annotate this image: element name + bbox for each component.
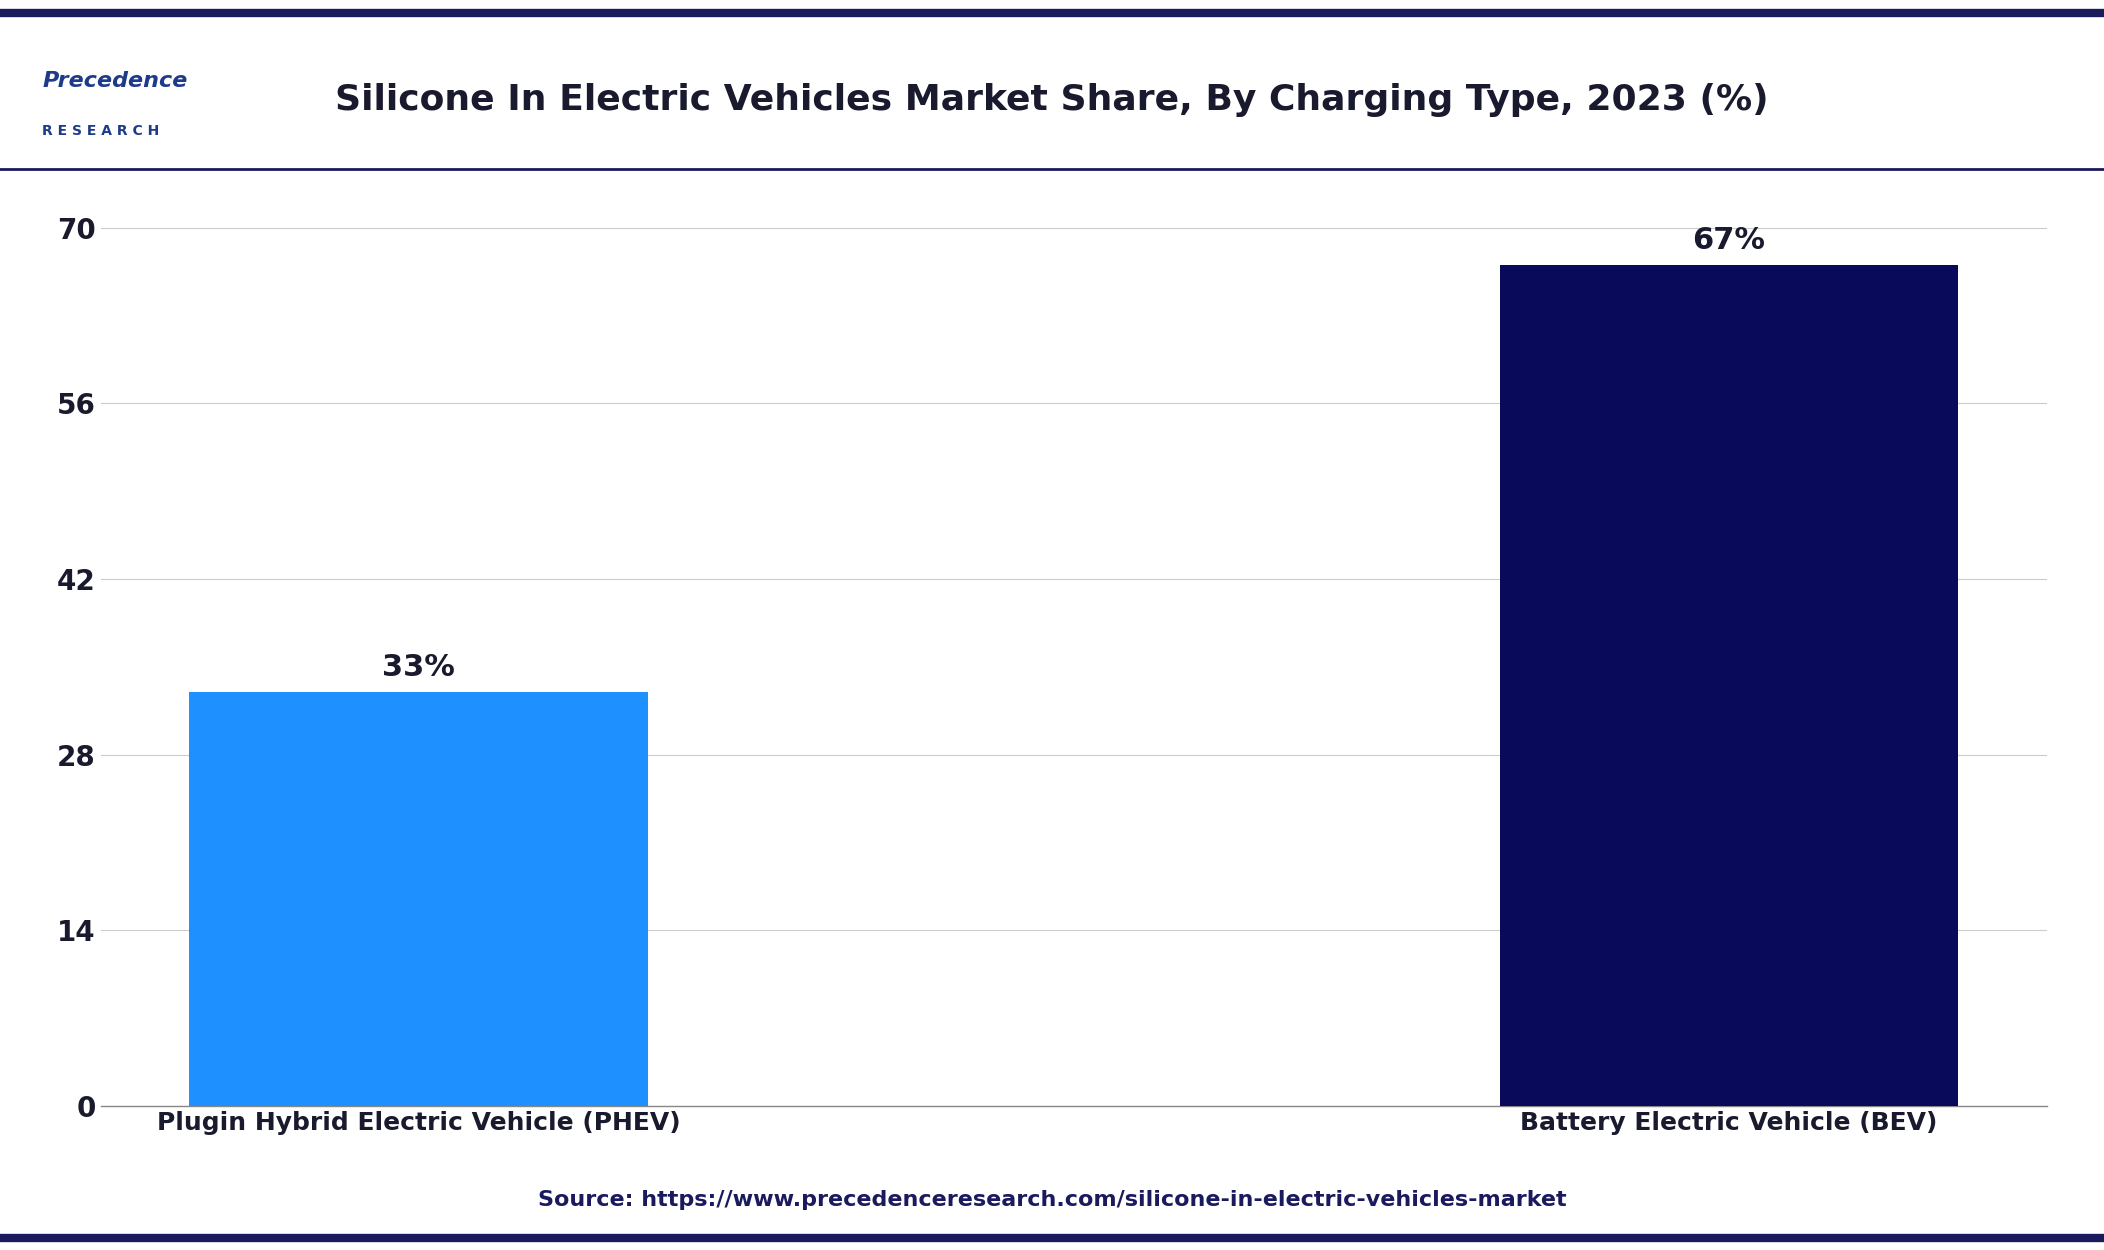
- Text: Precedence: Precedence: [42, 71, 187, 91]
- Text: R E S E A R C H: R E S E A R C H: [42, 124, 160, 139]
- Bar: [189, 693, 648, 1106]
- Text: Silicone In Electric Vehicles Market Share, By Charging Type, 2023 (%): Silicone In Electric Vehicles Market Sha…: [335, 82, 1769, 118]
- Bar: [1500, 265, 1959, 1106]
- Text: 33%: 33%: [383, 652, 454, 682]
- Text: 67%: 67%: [1692, 226, 1765, 255]
- Text: Source: https://www.precedenceresearch.com/silicone-in-electric-vehicles-market: Source: https://www.precedenceresearch.c…: [539, 1190, 1565, 1210]
